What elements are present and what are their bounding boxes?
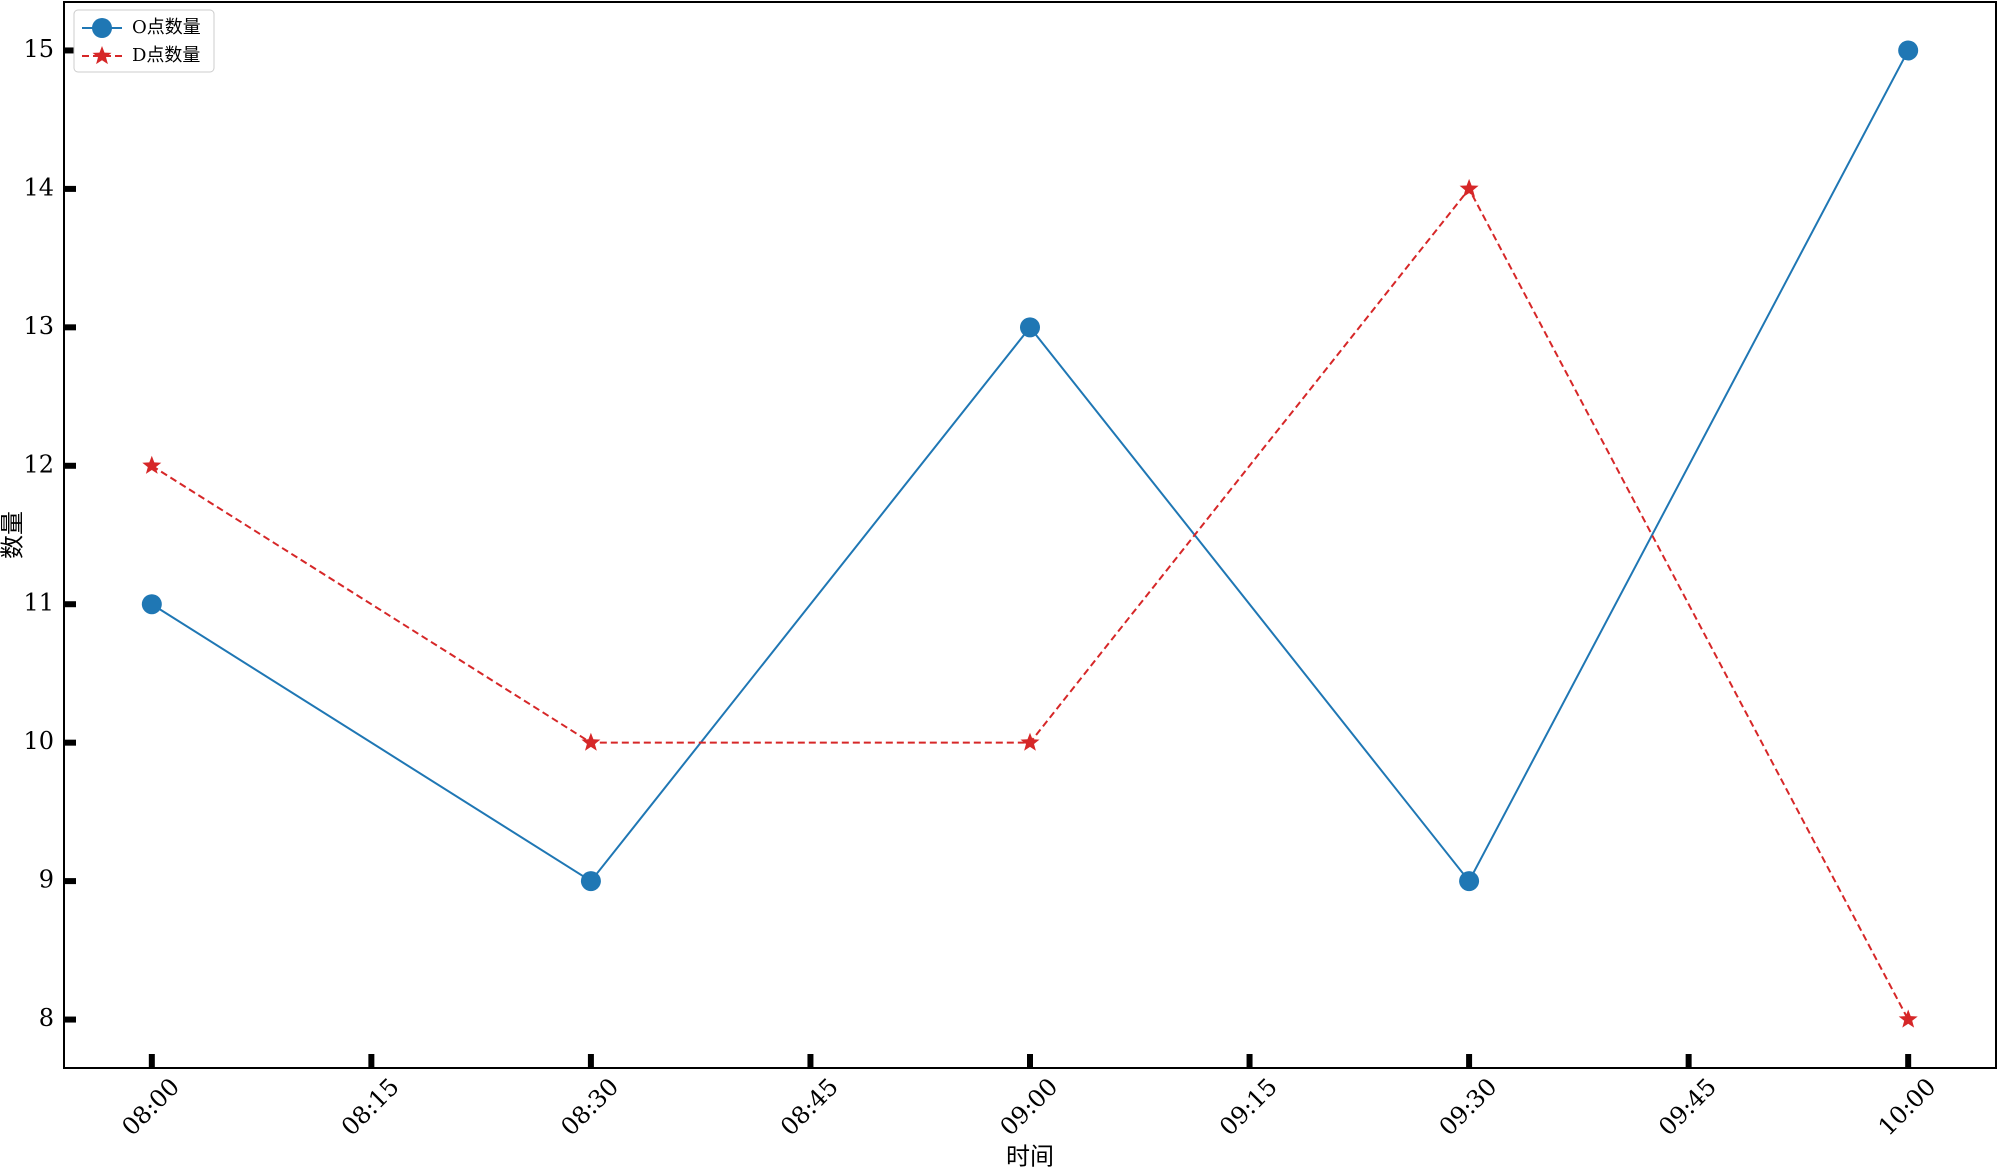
circle-marker — [92, 18, 112, 38]
circle-marker — [1459, 871, 1480, 892]
x-tick-label: 09:45 — [1653, 1073, 1722, 1142]
circle-marker — [1020, 317, 1040, 338]
y-tick-label: 8 — [39, 1004, 54, 1032]
y-tick-label: 14 — [23, 173, 54, 201]
circle-marker — [141, 594, 162, 615]
star-marker — [1459, 178, 1479, 197]
y-tick-label: 12 — [23, 450, 54, 478]
x-tick-label: 08:15 — [336, 1073, 405, 1142]
legend: O点数量 D点数量 — [73, 9, 215, 73]
y-tick-label: 15 — [23, 35, 54, 63]
x-tick-label: 08:30 — [555, 1073, 624, 1142]
x-tick-label: 08:45 — [775, 1073, 844, 1142]
series-line — [151, 49, 1910, 883]
x-tick-label: 09:30 — [1434, 1073, 1503, 1142]
x-tick-label: 08:00 — [116, 1073, 185, 1142]
x-tick-label: 09:15 — [1214, 1073, 1283, 1142]
x-axis-label: 时间 — [1006, 1143, 1054, 1171]
star-marker — [1020, 732, 1040, 751]
star-marker — [1898, 1009, 1918, 1028]
star-marker — [142, 455, 162, 474]
series-line — [151, 187, 1910, 1021]
circle-marker — [580, 871, 601, 892]
x-tick-label: 09:00 — [995, 1073, 1064, 1142]
y-tick-label: 11 — [23, 589, 54, 617]
plot-frame — [63, 1, 1997, 1069]
legend-label: D点数量 — [132, 45, 200, 66]
y-tick-label: 9 — [39, 866, 54, 894]
y-axis-label: 数量 — [0, 511, 27, 559]
circle-marker — [1898, 40, 1919, 61]
y-tick-label: 10 — [23, 727, 54, 755]
star-marker — [92, 46, 112, 65]
star-marker — [581, 732, 601, 751]
x-tick-label: 10:00 — [1873, 1073, 1942, 1142]
y-tick-label: 13 — [23, 312, 54, 340]
legend-label: O点数量 — [132, 17, 201, 38]
